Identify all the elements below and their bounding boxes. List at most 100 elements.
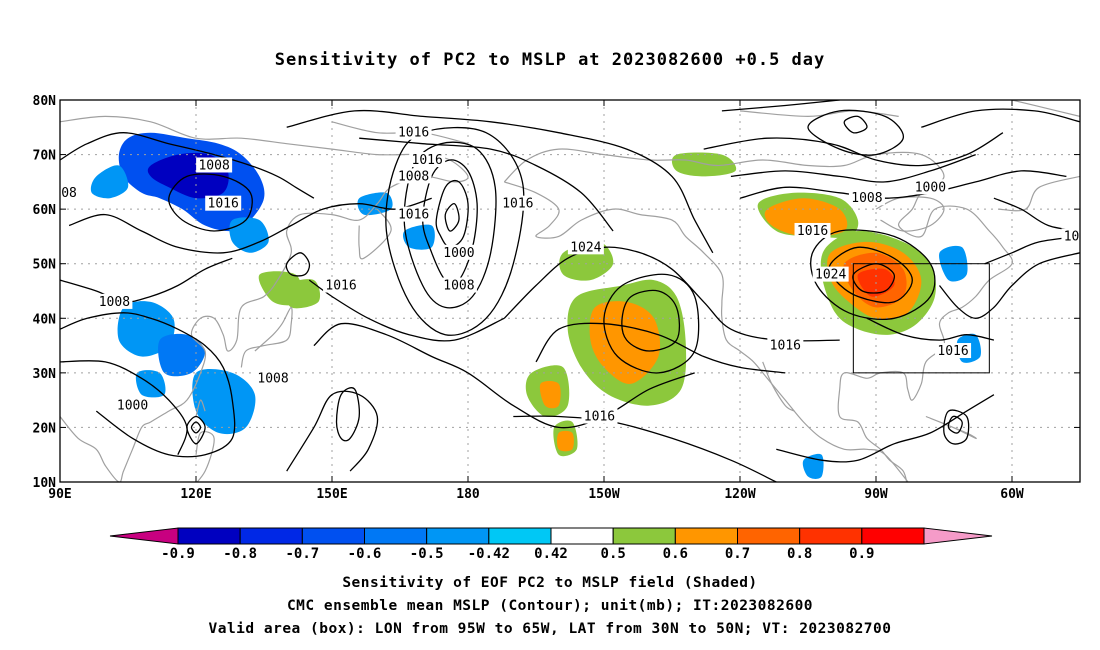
sensitivity-patch-11 [284,279,321,309]
colorbar-swatch [612,527,676,545]
contour-label-4: 1016 [208,197,239,212]
contour-label-bg [255,370,292,386]
coastline-10 [1011,100,1080,117]
coastline-0 [60,115,469,482]
lat-tick-label: 40N [33,312,57,327]
isobar-32 [843,115,868,134]
contour-label-9: 1024 [570,240,601,255]
isobar-3 [403,141,497,309]
sensitivity-patch-5 [158,333,206,377]
isobar-38 [947,415,963,434]
contour-label-10: 1016 [797,224,828,239]
isobar-28 [739,170,1067,199]
isobar-2 [444,203,460,232]
isobar-24 [603,273,700,374]
colorbar-label: -0.8 [223,546,257,562]
contour-label-bg [395,124,432,140]
contour-label-bg [323,277,360,293]
isobar-9 [513,415,777,482]
contour-label-15: 1008 [99,295,130,310]
valid-area-box [852,263,990,374]
colorbar-low-arrow [109,527,179,545]
caption-shaded: Sensitivity of EOF PC2 to MSLP field (Sh… [342,575,758,591]
contour-label-bg [1061,228,1080,244]
caption-contour: CMC ensemble mean MSLP (Contour); unit(m… [286,598,814,614]
isobar-4 [385,126,525,336]
lon-tick-label: 180 [456,487,480,502]
colorbar-swatch [364,527,428,545]
contour-label-22: 08 [61,186,77,201]
contour-label-0: 1016 [398,126,429,141]
colorbar-label: 0.6 [663,546,688,562]
colorbar-swatch [488,527,552,545]
colorbar-swatch [737,527,801,545]
contour-label-3: 1008 [198,158,229,173]
contour-label-20: 1016 [937,344,968,359]
contour-label-bg [848,190,885,206]
valid-area-rectangle [852,263,990,374]
lon-tick-label: 150E [316,487,347,502]
isobar-14 [68,197,432,254]
contour-label-14: 1016 [325,279,356,294]
contour-label-bg [395,168,432,184]
contour-label-7: 1000 [443,246,474,261]
coastline-4 [358,208,392,260]
isobar-6 [359,137,614,232]
contour-labels: 1016 1016 1008 1008 1016 1016 1016 1000 1008 1024… [60,124,1087,425]
sensitivity-shading [90,132,982,479]
coastline-2 [195,399,206,417]
contour-label-18: 1016 [770,339,801,354]
isobar-17 [60,257,233,303]
longitude-axis: 90E 120E 150E 180 150W 120W 90W 60W [48,100,1024,502]
isobar-20 [286,390,379,472]
lon-tick-label: 120E [180,487,211,502]
latitude-axis: 80N 70N 60N 50N 40N 30N 20N 10N [33,94,1080,491]
lat-tick-label: 10N [33,476,57,491]
isobar-12 [60,132,315,199]
isobar-34 [984,235,1080,265]
contour-label-2: 1008 [398,169,429,184]
contour-label-bg [581,408,618,424]
isobar-25 [810,229,936,321]
colorbar-label: 0.5 [601,546,626,562]
contour-label-12: 1000 [915,180,946,195]
isobar-15 [60,312,236,458]
contour-label-21: 102 [1064,229,1087,244]
isobar-30 [703,132,1004,167]
lat-tick-label: 30N [33,367,57,382]
isobar-7 [503,246,840,342]
contour-label-bg [409,152,446,168]
colorbar-swatch [426,527,490,545]
colorbar-swatch [239,527,303,545]
contour-label-bg [440,277,477,293]
colorbar-high-arrow [923,527,993,545]
colorbar-label: -0.42 [468,546,510,562]
contour-label-bg [114,397,151,413]
colorbar-label: -0.5 [410,546,444,562]
colorbar-label: 0.8 [787,546,812,562]
lon-tick-label: 150W [588,487,619,502]
lon-tick-label: 60W [1000,487,1024,502]
sensitivity-patch-16 [539,381,561,409]
contour-label-19: 1016 [584,410,615,425]
contour-label-bg [499,195,536,211]
sensitivity-patch-18 [556,430,574,452]
colorbar-label: -0.7 [285,546,319,562]
map-frame [59,99,1081,483]
coastline-12 [739,110,899,118]
isobar-10 [308,279,505,342]
isobar-21 [335,387,361,442]
isobar-1 [435,180,469,248]
coastline-1 [240,306,293,368]
isobar-5 [286,109,714,254]
contour-label-bg [96,293,133,309]
colorbar-swatch [301,527,366,545]
map-title: Sensitivity of PC2 to MSLP at 2023082600… [274,50,826,70]
coastline-5 [503,148,1014,482]
contour-label-bg [567,239,604,255]
contour-label-bg [767,337,804,353]
colorbar-swatch [177,527,241,545]
lat-tick-label: 50N [33,258,57,273]
isobar-18 [186,415,206,445]
